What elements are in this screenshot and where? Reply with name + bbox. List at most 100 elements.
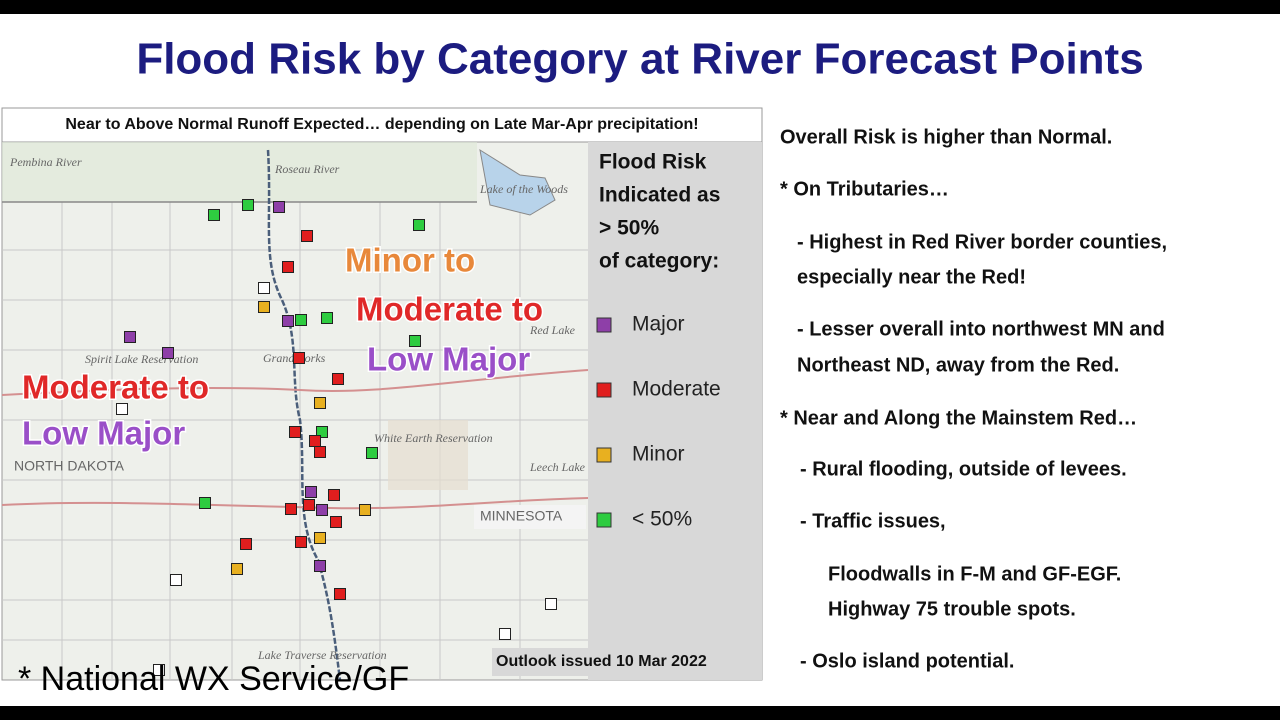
state-label: NORTH DAKOTA — [14, 458, 125, 474]
legend-heading: Flood Risk — [599, 151, 707, 174]
forecast-point — [282, 315, 294, 327]
highway — [1, 369, 589, 396]
forecast-point — [295, 536, 307, 548]
forecast-point — [366, 447, 378, 459]
outlook-note: Outlook issued 10 Mar 2022 — [496, 653, 707, 670]
highway — [1, 497, 589, 510]
forecast-point — [293, 352, 305, 364]
bullet-line: - Traffic issues, — [800, 510, 946, 532]
region-annotation: Moderate to — [356, 291, 543, 328]
markers — [116, 199, 557, 676]
reservation — [388, 420, 468, 490]
forecast-point — [124, 331, 136, 343]
place-label: Spirit Lake Reservation — [85, 352, 198, 366]
bullet-line: * Near and Along the Mainstem Red… — [780, 407, 1137, 429]
top-bar — [0, 0, 1280, 14]
place-label: Red Lake — [529, 323, 576, 337]
legend-heading: of category: — [599, 250, 719, 273]
bullet-list: Overall Risk is higher than Normal. * On … — [780, 126, 1167, 672]
forecast-point — [199, 497, 211, 509]
forecast-point — [116, 403, 128, 415]
forecast-point — [289, 426, 301, 438]
forecast-point — [409, 335, 421, 347]
forecast-point — [328, 489, 340, 501]
forecast-point — [413, 219, 425, 231]
bullet-line: especially near the Red! — [797, 266, 1026, 288]
legend-label: Minor — [632, 443, 685, 466]
forecast-point — [301, 230, 313, 242]
red-river — [266, 149, 342, 681]
forecast-point — [153, 664, 165, 676]
region-annotation: Moderate to — [22, 369, 209, 406]
bullet-line: Floodwalls in F-M and GF-EGF. — [828, 563, 1121, 585]
map-caption: Near to Above Normal Runoff Expected… de… — [65, 116, 698, 133]
legend-heading: > 50% — [599, 217, 659, 240]
forecast-point — [162, 347, 174, 359]
forecast-point — [303, 499, 315, 511]
forecast-point — [305, 486, 317, 498]
forecast-point — [309, 435, 321, 447]
place-label: Leech Lake — [529, 460, 586, 474]
place-label: Roseau River — [274, 162, 340, 176]
forecast-point — [273, 201, 285, 213]
forecast-point — [334, 588, 346, 600]
forecast-point — [170, 574, 182, 586]
legend: Flood Risk Indicated as > 50% of category: M… — [596, 151, 721, 531]
forecast-point — [316, 426, 328, 438]
forecast-point — [321, 312, 333, 324]
bullet-line: - Rural flooding, outside of levees. — [800, 458, 1127, 480]
outlook-bg — [492, 648, 760, 676]
map: Near to Above Normal Runoff Expected… de… — [1, 107, 763, 681]
legend-label: Moderate — [632, 378, 721, 401]
forecast-point — [285, 503, 297, 515]
bullet-line: - Highest in Red River border counties, — [797, 231, 1167, 253]
bullet-line: Northeast ND, away from the Red. — [797, 354, 1119, 376]
legend-heading: Indicated as — [599, 184, 720, 207]
forecast-point — [545, 598, 557, 610]
state-label-bg — [474, 505, 586, 529]
legend-swatch — [596, 382, 612, 398]
place-label: White Earth Reservation — [374, 431, 493, 445]
forecast-point — [314, 560, 326, 572]
forecast-point — [242, 199, 254, 211]
forecast-point — [208, 209, 220, 221]
forecast-point — [499, 628, 511, 640]
forecast-point — [330, 516, 342, 528]
slide-title: Flood Risk by Category at River Forecast… — [136, 35, 1143, 84]
place-label: Pembina River — [9, 155, 82, 169]
legend-label: Major — [632, 313, 685, 336]
bullet-line: - Oslo island potential. — [800, 650, 1014, 672]
forecast-point — [314, 532, 326, 544]
forecast-point — [258, 282, 270, 294]
forecast-point — [240, 538, 252, 550]
forecast-point — [258, 301, 270, 313]
forecast-point — [314, 446, 326, 458]
forecast-point — [359, 504, 371, 516]
place-label: Lake Traverse Reservation — [257, 648, 387, 662]
lake — [479, 148, 556, 216]
forecast-point — [231, 563, 243, 575]
bottom-bar — [0, 706, 1280, 720]
legend-label: < 50% — [632, 508, 692, 531]
state-label: MINNESOTA — [480, 508, 563, 524]
canada-region — [2, 142, 477, 202]
forecast-point — [282, 261, 294, 273]
legend-swatch — [596, 447, 612, 463]
region-annotation: Low Major — [367, 341, 530, 378]
place-label: Lake of the Woods — [479, 182, 568, 196]
bullet-line: Overall Risk is higher than Normal. — [780, 126, 1112, 148]
forecast-point — [316, 504, 328, 516]
legend-swatch — [596, 317, 612, 333]
caption-strip — [1, 107, 763, 143]
bullet-line: * On Tributaries… — [780, 178, 949, 200]
credit: * National WX Service/GF — [18, 660, 409, 698]
forecast-point — [295, 314, 307, 326]
bullet-line: Highway 75 trouble spots. — [828, 598, 1076, 620]
bullet-line: - Lesser overall into northwest MN and — [797, 318, 1165, 340]
legend-swatch — [596, 512, 612, 528]
region-annotation: Minor to — [345, 242, 475, 279]
forecast-point — [314, 397, 326, 409]
region-annotation: Low Major — [22, 415, 185, 452]
